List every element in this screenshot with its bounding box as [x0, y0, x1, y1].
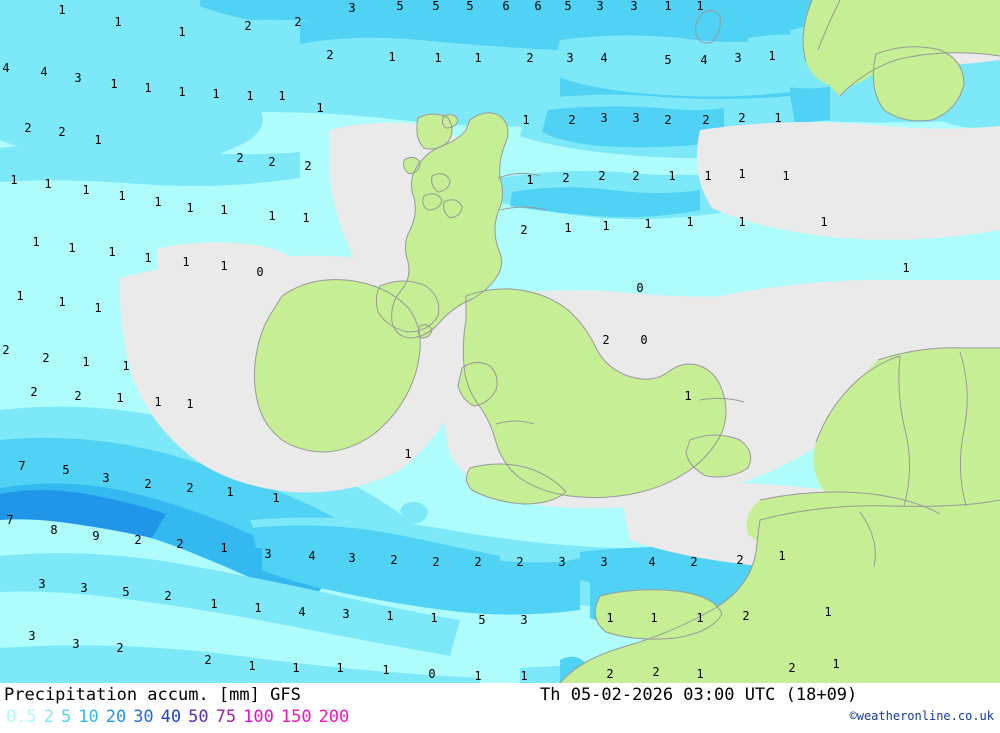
coast-belgium [759, 491, 941, 515]
no-precip-norway [696, 122, 1000, 240]
coast-france [759, 499, 1000, 521]
land-wales [458, 362, 498, 406]
legend-step-40[interactable]: 40 [160, 707, 182, 727]
precip-band-2mm-nw2 [0, 144, 300, 186]
land-scotland [391, 112, 508, 338]
coast-firths [497, 172, 547, 211]
precip-band-20mm-swapproach [0, 490, 166, 538]
coast-lowcountries [815, 355, 901, 443]
coast-ireland-ne [375, 280, 440, 333]
legend-step-20[interactable]: 20 [105, 707, 127, 727]
coastline-group [253, 0, 1000, 683]
coast-england-wales [462, 288, 727, 499]
precip-band-5mm-channel2 [262, 538, 580, 615]
coast-wales [457, 362, 498, 407]
precip-band-5mm-northsea [542, 106, 724, 148]
no-precip-nw-ireland [156, 242, 306, 313]
precip-band-2mm-celticsea [400, 502, 428, 524]
footer-title: Precipitation accum. [mm] GFS [4, 685, 301, 705]
legend-step-2[interactable]: 2 [43, 707, 54, 727]
land-brittany [595, 589, 722, 640]
coast-netherlands [877, 347, 1000, 361]
border-de-1 [898, 355, 911, 507]
coast-isle-of-man [417, 324, 433, 339]
coast-orkney [441, 114, 459, 129]
border-be-fr [859, 511, 876, 567]
border-nl-de [959, 351, 968, 507]
coast-norway-fjords [839, 52, 1000, 97]
precip-band-2mm-south [0, 645, 480, 683]
legend-step-75[interactable]: 75 [215, 707, 237, 727]
coast-cornwall [466, 463, 567, 505]
legend-step-5[interactable]: 5 [60, 707, 72, 727]
coast-hebrides-1 [403, 156, 421, 175]
coast-severn [495, 420, 535, 425]
coast-thames [699, 397, 745, 403]
precip-band-2mm-nw [0, 48, 263, 167]
land-hebrides-1 [403, 157, 420, 174]
land-isle-of-man [418, 324, 432, 338]
legend-step-150[interactable]: 150 [280, 707, 312, 727]
coast-brittany [594, 589, 723, 640]
coast-ireland [253, 279, 421, 453]
coast-denmark [872, 46, 965, 122]
coast-norway-2 [802, 0, 813, 63]
map-footer: Precipitation accum. [mm] GFS Th 05-02-2… [0, 683, 1000, 733]
land-hebrides-3 [443, 199, 462, 218]
land-ireland [254, 279, 421, 452]
coast-scotland [391, 112, 509, 339]
coast-hebrides-3 [443, 199, 463, 219]
precip-band-2mm-moray [552, 35, 790, 97]
coast-hebrides-2 [431, 173, 451, 193]
land-southeast [686, 435, 751, 477]
coast-shetland [695, 10, 721, 44]
legend-step-0-5[interactable]: 0.5 [6, 707, 37, 727]
legend-step-10[interactable]: 10 [78, 707, 99, 727]
land-belgium [746, 492, 940, 566]
coast-scotland-highlands [416, 113, 453, 150]
coast-channel-france [559, 519, 761, 683]
land-cornwall [466, 464, 566, 504]
precip-band-5mm-forth [510, 187, 700, 218]
legend-step-100[interactable]: 100 [243, 707, 274, 727]
footer-datetime: Th 05-02-2026 03:00 UTC (18+09) [540, 685, 858, 705]
legend-step-50[interactable]: 50 [188, 707, 209, 727]
land-denmark-jutland [873, 46, 964, 121]
precip-band-2mm-sw2 [0, 553, 460, 656]
map-canvas [0, 0, 1000, 683]
coast-norway [817, 0, 841, 51]
land-hebrides-2 [431, 173, 450, 192]
coast-skye [422, 193, 443, 211]
land-norway-2 [803, 0, 894, 88]
land-england-wales [463, 288, 726, 498]
copyright-label: ©weatheronline.co.uk [849, 709, 995, 723]
coast-southeast [685, 434, 752, 478]
precip-legend-scale[interactable]: 0.5 2 5 10 20 30 40 50 75 100 150 200 [6, 707, 356, 727]
legend-step-30[interactable]: 30 [133, 707, 154, 727]
legend-step-200[interactable]: 200 [318, 707, 350, 727]
land-skye [422, 193, 442, 210]
